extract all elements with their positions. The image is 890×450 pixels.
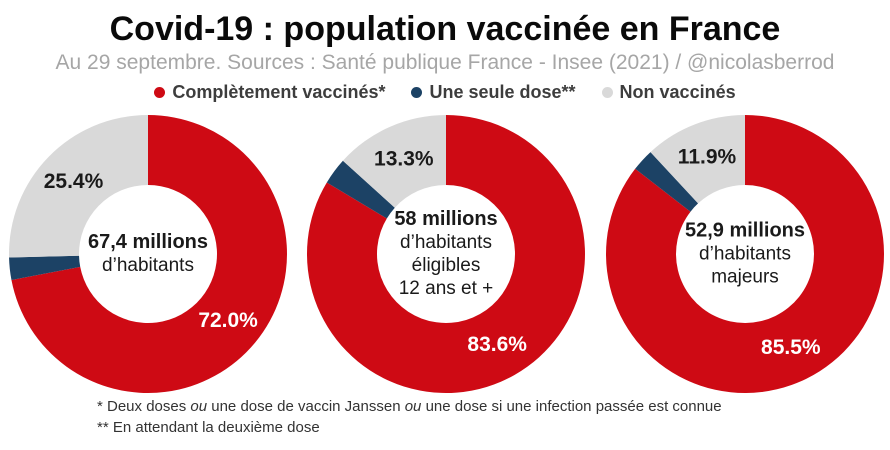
slice-percentage-label: 11.9%	[678, 146, 737, 169]
legend-item-fully-vaccinated: Complètement vaccinés*	[154, 82, 385, 103]
slice-percentage-label: 85.5%	[761, 336, 821, 359]
slice-percentage-label: 13.3%	[374, 147, 434, 170]
slice-completement-vaccines	[606, 115, 885, 394]
legend-label: Complètement vaccinés*	[172, 82, 386, 102]
center-label-line: d’habitants	[102, 255, 194, 276]
slice-non-vaccines	[342, 115, 446, 208]
footnote-segment: une dose si une infection passée est con…	[421, 398, 722, 415]
chart-center-label: 58 millions d’habitants éligibles 12 ans et…	[366, 208, 526, 300]
donut-chart-eligible-population: 83.6% 13.3% 58 millions d’habitants éligibl…	[298, 106, 594, 398]
page-title: Covid-19 : population vaccinée en France	[109, 10, 781, 48]
center-label-line: éligibles	[411, 255, 481, 276]
slice-completement-vaccines	[306, 115, 585, 394]
slice-percentage-label: 72.0%	[198, 309, 258, 332]
donut-svg: 72.0% 25.4%	[8, 115, 287, 394]
legend-item-not-vaccinated: Non vaccinés	[601, 82, 736, 103]
slice-une-seule-dose	[326, 160, 395, 219]
chart-center-label: 52,9 millions d’habitants majeurs	[665, 220, 825, 289]
footnote-segment: ou	[190, 398, 208, 415]
legend-label: Une seule dose**	[429, 82, 576, 102]
chart-center-label: 67,4 millions d’habitants	[68, 231, 228, 277]
navy-dot-icon	[411, 87, 423, 98]
red-dot-icon	[154, 87, 166, 98]
slice-une-seule-dose	[635, 152, 699, 212]
center-label-line: 12 ans et +	[398, 278, 494, 299]
center-label-line: d’habitants	[400, 232, 492, 253]
charts-row: 72.0% 25.4% 67,4 millions d’habitants 83.6…	[0, 106, 890, 398]
footnote-segment: ou	[404, 398, 422, 415]
donut-chart-adult-population: 85.5% 11.9% 52,9 millions d’habitants majeu…	[597, 106, 890, 398]
page-subtitle: Au 29 septembre. Sources : Santé publiqu…	[55, 51, 835, 74]
slice-non-vaccines	[650, 115, 745, 204]
center-label-line: majeurs	[711, 266, 779, 288]
legend: Complètement vaccinés* Une seule dose** …	[0, 82, 890, 103]
gray-dot-icon	[601, 87, 613, 98]
center-label-line: 67,4 millions	[87, 231, 209, 253]
donut-svg: 85.5% 11.9%	[606, 115, 885, 394]
slice-completement-vaccines	[11, 115, 287, 394]
footnote-segment: une dose de vaccin Janssen	[207, 398, 405, 415]
footnote-segment: ** En attendant la deuxième dose	[97, 419, 320, 436]
donut-chart-total-population: 72.0% 25.4% 67,4 millions d’habitants	[0, 106, 296, 398]
center-label-line: 58 millions	[394, 208, 498, 230]
center-label-line: 52,9 millions	[684, 219, 806, 242]
slice-une-seule-dose	[9, 255, 81, 281]
footnote-segment: * Deux doses	[97, 398, 191, 415]
donut-svg: 83.6% 13.3%	[306, 115, 585, 394]
slice-percentage-label: 25.4%	[44, 170, 104, 193]
footnote-line-1: * Deux doses ou une dose de vaccin Janss…	[97, 396, 722, 417]
center-label-line: d’habitants	[699, 243, 791, 265]
legend-item-single-dose: Une seule dose**	[411, 82, 576, 103]
legend-label: Non vaccinés	[619, 82, 736, 102]
footnote-line-2: ** En attendant la deuxième dose	[97, 417, 722, 438]
slice-non-vaccines	[8, 115, 148, 258]
slice-percentage-label: 83.6%	[467, 333, 527, 356]
footnotes: * Deux doses ou une dose de vaccin Janss…	[97, 396, 722, 438]
